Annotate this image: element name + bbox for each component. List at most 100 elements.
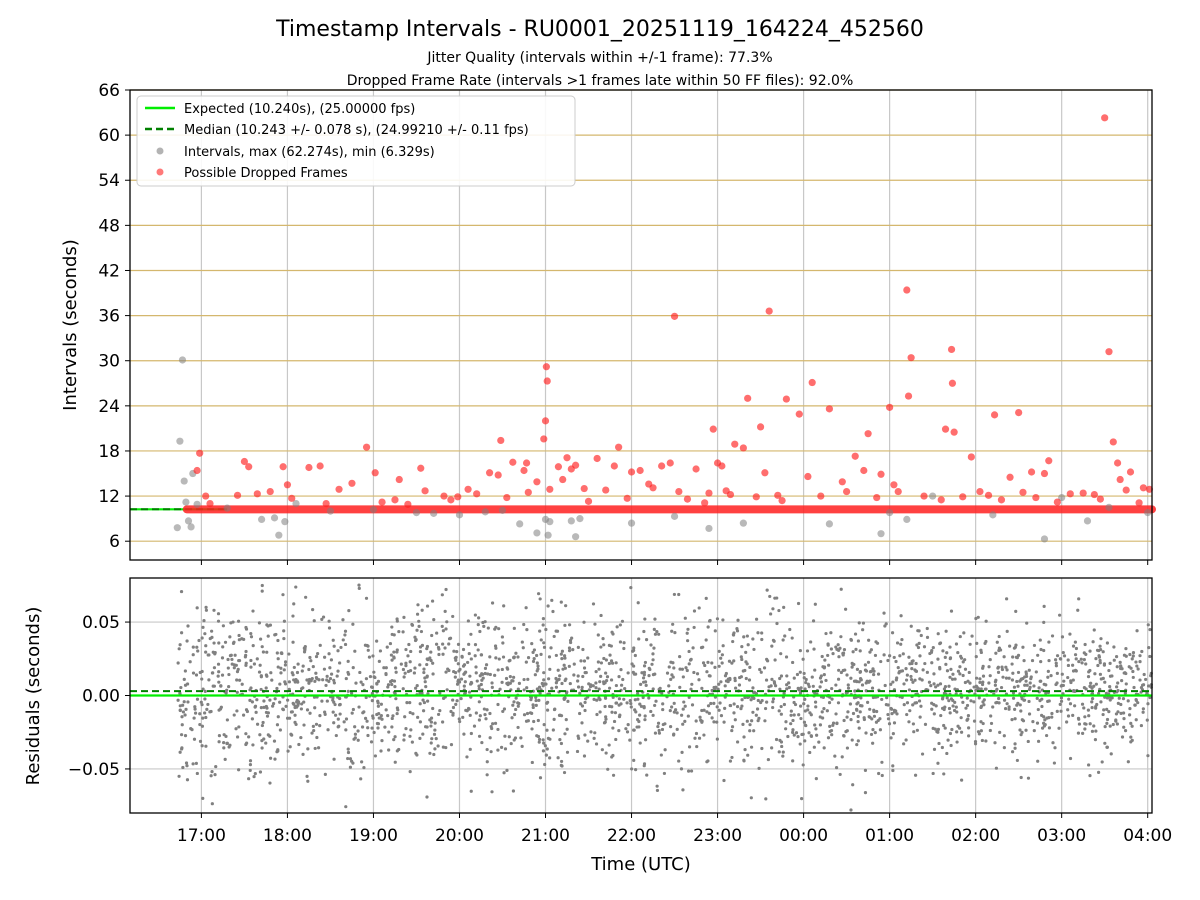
residual-point — [186, 624, 190, 628]
residual-point — [672, 666, 676, 670]
residual-point — [663, 748, 667, 752]
residual-point — [203, 632, 207, 636]
residual-point — [877, 771, 881, 776]
residual-point — [581, 674, 585, 679]
residual-point — [562, 770, 567, 775]
residual-point — [183, 683, 188, 687]
residual-point — [988, 658, 992, 662]
residual-point — [500, 680, 504, 684]
residual-point — [1089, 681, 1093, 685]
residual-point — [740, 698, 744, 702]
residual-point — [337, 703, 342, 707]
residual-point — [194, 761, 198, 765]
residual-point — [1019, 677, 1024, 681]
residual-point — [1018, 703, 1022, 707]
residual-point — [313, 746, 317, 751]
residual-point — [537, 685, 542, 689]
residual-point — [733, 718, 737, 722]
residual-point — [671, 622, 675, 626]
residual-point — [1102, 708, 1106, 712]
residual-point — [643, 718, 647, 722]
residual-point — [372, 730, 376, 735]
residual-point — [314, 722, 319, 726]
residual-point — [1097, 655, 1101, 659]
residual-point — [863, 791, 868, 795]
residual-point — [580, 721, 584, 725]
interval-point — [223, 504, 231, 512]
dropped-frame-point — [584, 497, 593, 505]
residual-point — [1047, 640, 1051, 644]
residual-point — [221, 645, 225, 649]
residual-point — [974, 688, 978, 692]
residual-point — [566, 699, 570, 703]
residual-point — [596, 660, 600, 664]
residual-point — [611, 773, 616, 777]
residual-point — [900, 637, 904, 642]
residual-point — [424, 725, 428, 729]
residual-point — [564, 604, 568, 608]
residual-point — [683, 616, 687, 620]
residual-point — [713, 629, 717, 633]
residual-point — [956, 650, 960, 655]
residual-point — [760, 631, 764, 635]
residual-point — [440, 593, 444, 597]
residual-point — [888, 654, 892, 658]
residual-point — [560, 656, 564, 661]
residual-point — [857, 621, 861, 625]
residual-point — [193, 711, 198, 715]
residual-point — [365, 719, 369, 723]
residual-point — [390, 682, 394, 687]
residual-point — [195, 606, 199, 610]
residual-point — [662, 771, 667, 776]
residual-point — [857, 726, 861, 730]
residual-point — [225, 688, 229, 692]
residual-point — [1035, 721, 1040, 725]
residual-point — [910, 667, 914, 671]
residual-point — [305, 678, 309, 682]
dropped-frame-point — [391, 496, 399, 504]
residual-point — [859, 678, 863, 682]
residual-point — [912, 730, 916, 734]
residual-point — [1131, 675, 1135, 680]
legend-dropped-label: Possible Dropped Frames — [184, 166, 348, 181]
residual-point — [680, 667, 684, 671]
residual-point — [670, 629, 674, 633]
residual-point — [615, 625, 619, 629]
residual-point — [813, 723, 817, 727]
residual-point — [599, 645, 603, 649]
residual-point — [791, 728, 795, 732]
residual-point — [417, 619, 421, 623]
residual-point — [638, 702, 642, 706]
residual-point — [905, 673, 909, 677]
residual-point — [424, 685, 428, 689]
residual-point — [947, 706, 952, 711]
residual-point — [331, 696, 335, 700]
residual-point — [602, 643, 606, 647]
residual-point — [1147, 646, 1151, 650]
residual-point — [1043, 718, 1047, 722]
residual-point — [265, 714, 270, 718]
residual-point — [462, 663, 467, 667]
residual-point — [999, 685, 1004, 690]
residual-point — [789, 722, 793, 726]
residual-point — [911, 703, 915, 707]
residual-point — [505, 666, 509, 670]
residual-point — [353, 732, 358, 736]
dropped-frame-point — [193, 466, 201, 475]
residual-point — [394, 666, 398, 670]
residual-point — [287, 680, 291, 684]
residual-point — [730, 661, 734, 665]
residual-point — [869, 648, 873, 652]
residual-point — [494, 656, 498, 660]
residual-point — [428, 751, 432, 755]
residual-point — [480, 740, 484, 745]
residual-point — [709, 701, 713, 706]
residual-point — [451, 698, 455, 702]
residual-point — [937, 741, 941, 746]
residual-point — [307, 677, 312, 682]
residual-point — [429, 741, 433, 745]
residual-point — [455, 682, 460, 686]
residual-point — [853, 632, 858, 636]
residual-point — [1084, 687, 1088, 691]
